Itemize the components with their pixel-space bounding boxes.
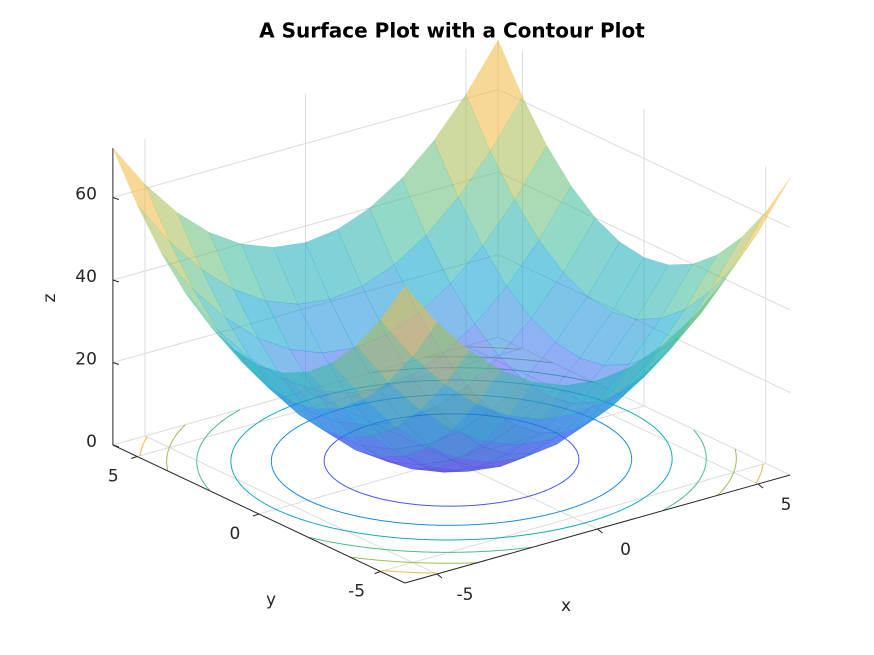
z-tick-label: 0: [86, 432, 97, 452]
x-tick-mark: [597, 528, 603, 534]
z-tick-mark: [112, 197, 120, 200]
y-tick-mark: [252, 513, 260, 517]
surface-face: [355, 319, 414, 383]
z-axis-label: z: [40, 293, 60, 302]
surface-face: [137, 204, 194, 291]
surface-face: [112, 147, 170, 242]
surface-face: [490, 96, 548, 201]
x-tick-mark: [757, 483, 764, 489]
z-tick-mark: [112, 444, 120, 448]
x-tick-label: 5: [781, 495, 792, 515]
surface-face: [234, 349, 292, 403]
surface-face: [210, 325, 267, 387]
chart-title: A Surface Plot with a Contour Plot: [259, 19, 645, 43]
surface-face: [506, 239, 564, 319]
surface-face: [380, 285, 438, 357]
surface-face: [508, 381, 566, 420]
x-tick-label: -5: [457, 585, 474, 605]
surface-face: [563, 217, 621, 297]
y-tick-label: 5: [108, 467, 119, 487]
surface-face: [282, 371, 341, 410]
surface-face: [660, 254, 718, 319]
z-tick-mark: [112, 362, 120, 365]
z-tick-label: 40: [75, 267, 97, 287]
surface-face: [530, 271, 588, 343]
surface-face: [425, 196, 483, 285]
z-tick-label: 20: [75, 350, 97, 370]
surface-face: [273, 242, 331, 305]
z-tick-label: 60: [75, 185, 97, 205]
surface-face: [474, 285, 532, 357]
surface-face: [733, 177, 791, 267]
surface-face: [393, 234, 451, 314]
x-tick-label: 0: [620, 540, 631, 560]
x-axis-label: x: [561, 596, 571, 616]
y-tick-label: 0: [229, 524, 240, 544]
surface-face: [444, 350, 502, 405]
surface-face: [401, 140, 459, 236]
z-tick-mark: [112, 279, 120, 283]
surface-face: [476, 370, 534, 417]
x-tick-mark: [436, 573, 443, 579]
surface-face: [307, 362, 365, 409]
y-tick-mark: [131, 456, 138, 459]
surface-face: [627, 308, 686, 366]
surface-face: [548, 401, 606, 441]
surface-face: [200, 268, 259, 339]
surface-face: [265, 300, 323, 354]
y-tick-mark: [374, 571, 381, 574]
y-axis-label: y: [266, 590, 276, 610]
y-tick-label: -5: [348, 582, 365, 602]
surface-face: [684, 237, 742, 310]
